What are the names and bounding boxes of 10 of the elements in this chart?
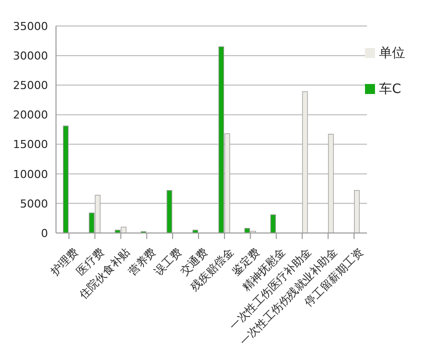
y-tick-label: 0: [41, 226, 48, 240]
y-tick-label: 10000: [13, 168, 48, 181]
legend-label: 单位: [379, 46, 405, 61]
legend-label: 车C: [379, 82, 402, 97]
y-tick-label: 5000: [20, 197, 48, 210]
y-tick-label: 25000: [13, 79, 48, 92]
y-tick-label: 15000: [13, 138, 48, 152]
y-tick-label: 30000: [13, 49, 48, 62]
y-tick-label: 35000: [13, 20, 48, 33]
y-tick-label: 20000: [13, 108, 48, 122]
